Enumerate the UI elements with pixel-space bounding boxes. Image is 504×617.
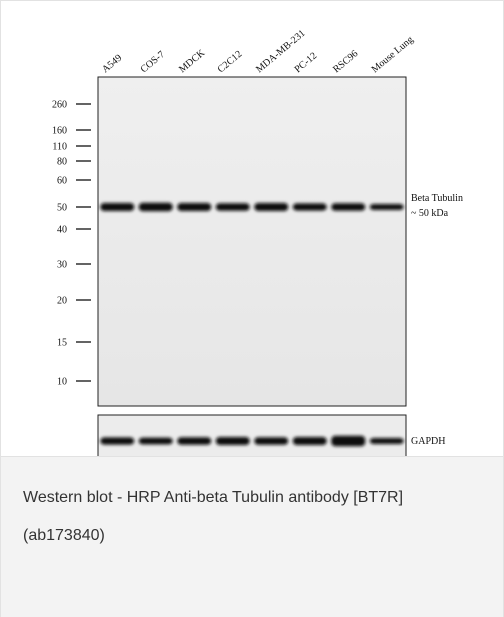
control-band (370, 438, 404, 444)
marker-label: 15 (57, 338, 67, 349)
protein-band (100, 203, 134, 211)
marker-label: 50 (57, 203, 67, 214)
protein-band (177, 203, 211, 211)
protein-band (293, 203, 327, 210)
blot-membrane (98, 77, 406, 406)
lane-label: C2C12 (216, 49, 245, 76)
marker-label: 260 (52, 100, 67, 111)
control-band (177, 437, 211, 445)
control-label: GAPDH (411, 436, 445, 447)
marker-label: 30 (57, 260, 67, 271)
lane-label: COS-7 (139, 49, 167, 75)
control-band (139, 438, 173, 445)
marker-label: 20 (57, 296, 67, 307)
protein-band (139, 203, 173, 211)
protein-band (370, 204, 404, 210)
caption: Western blot - HRP Anti-beta Tubulin ant… (23, 479, 463, 555)
control-band (100, 437, 134, 444)
marker-label: 160 (52, 126, 67, 137)
figure-card: Beta Tubulin ~ 50 kDa GAPDH 260 160 110 80 6… (0, 0, 504, 617)
lane-label: A549 (100, 53, 124, 76)
band-size: ~ 50 kDa (411, 208, 449, 219)
lane-label: RSC96 (331, 48, 360, 75)
protein-band (331, 203, 365, 211)
western-blot: Beta Tubulin ~ 50 kDa GAPDH 260 160 110 80 6… (1, 1, 503, 456)
figure-area: Beta Tubulin ~ 50 kDa GAPDH 260 160 110 80 6… (1, 1, 503, 456)
marker-label: 110 (52, 142, 67, 153)
marker-label: 10 (57, 377, 67, 388)
marker-label: 60 (57, 176, 67, 187)
protein-band (216, 203, 250, 211)
control-band (216, 437, 250, 445)
protein-band (254, 203, 288, 211)
lane-label: Mouse Lung (370, 34, 416, 75)
marker-label: 80 (57, 157, 67, 168)
control-band (254, 437, 288, 445)
control-band (331, 436, 365, 446)
lane-label: PC-12 (293, 50, 320, 75)
marker-label: 40 (57, 225, 67, 236)
control-membrane (98, 415, 406, 456)
lane-label: MDCK (177, 47, 208, 75)
band-label: Beta Tubulin (411, 193, 463, 204)
caption-area: Western blot - HRP Anti-beta Tubulin ant… (1, 456, 503, 617)
control-band (293, 437, 327, 445)
